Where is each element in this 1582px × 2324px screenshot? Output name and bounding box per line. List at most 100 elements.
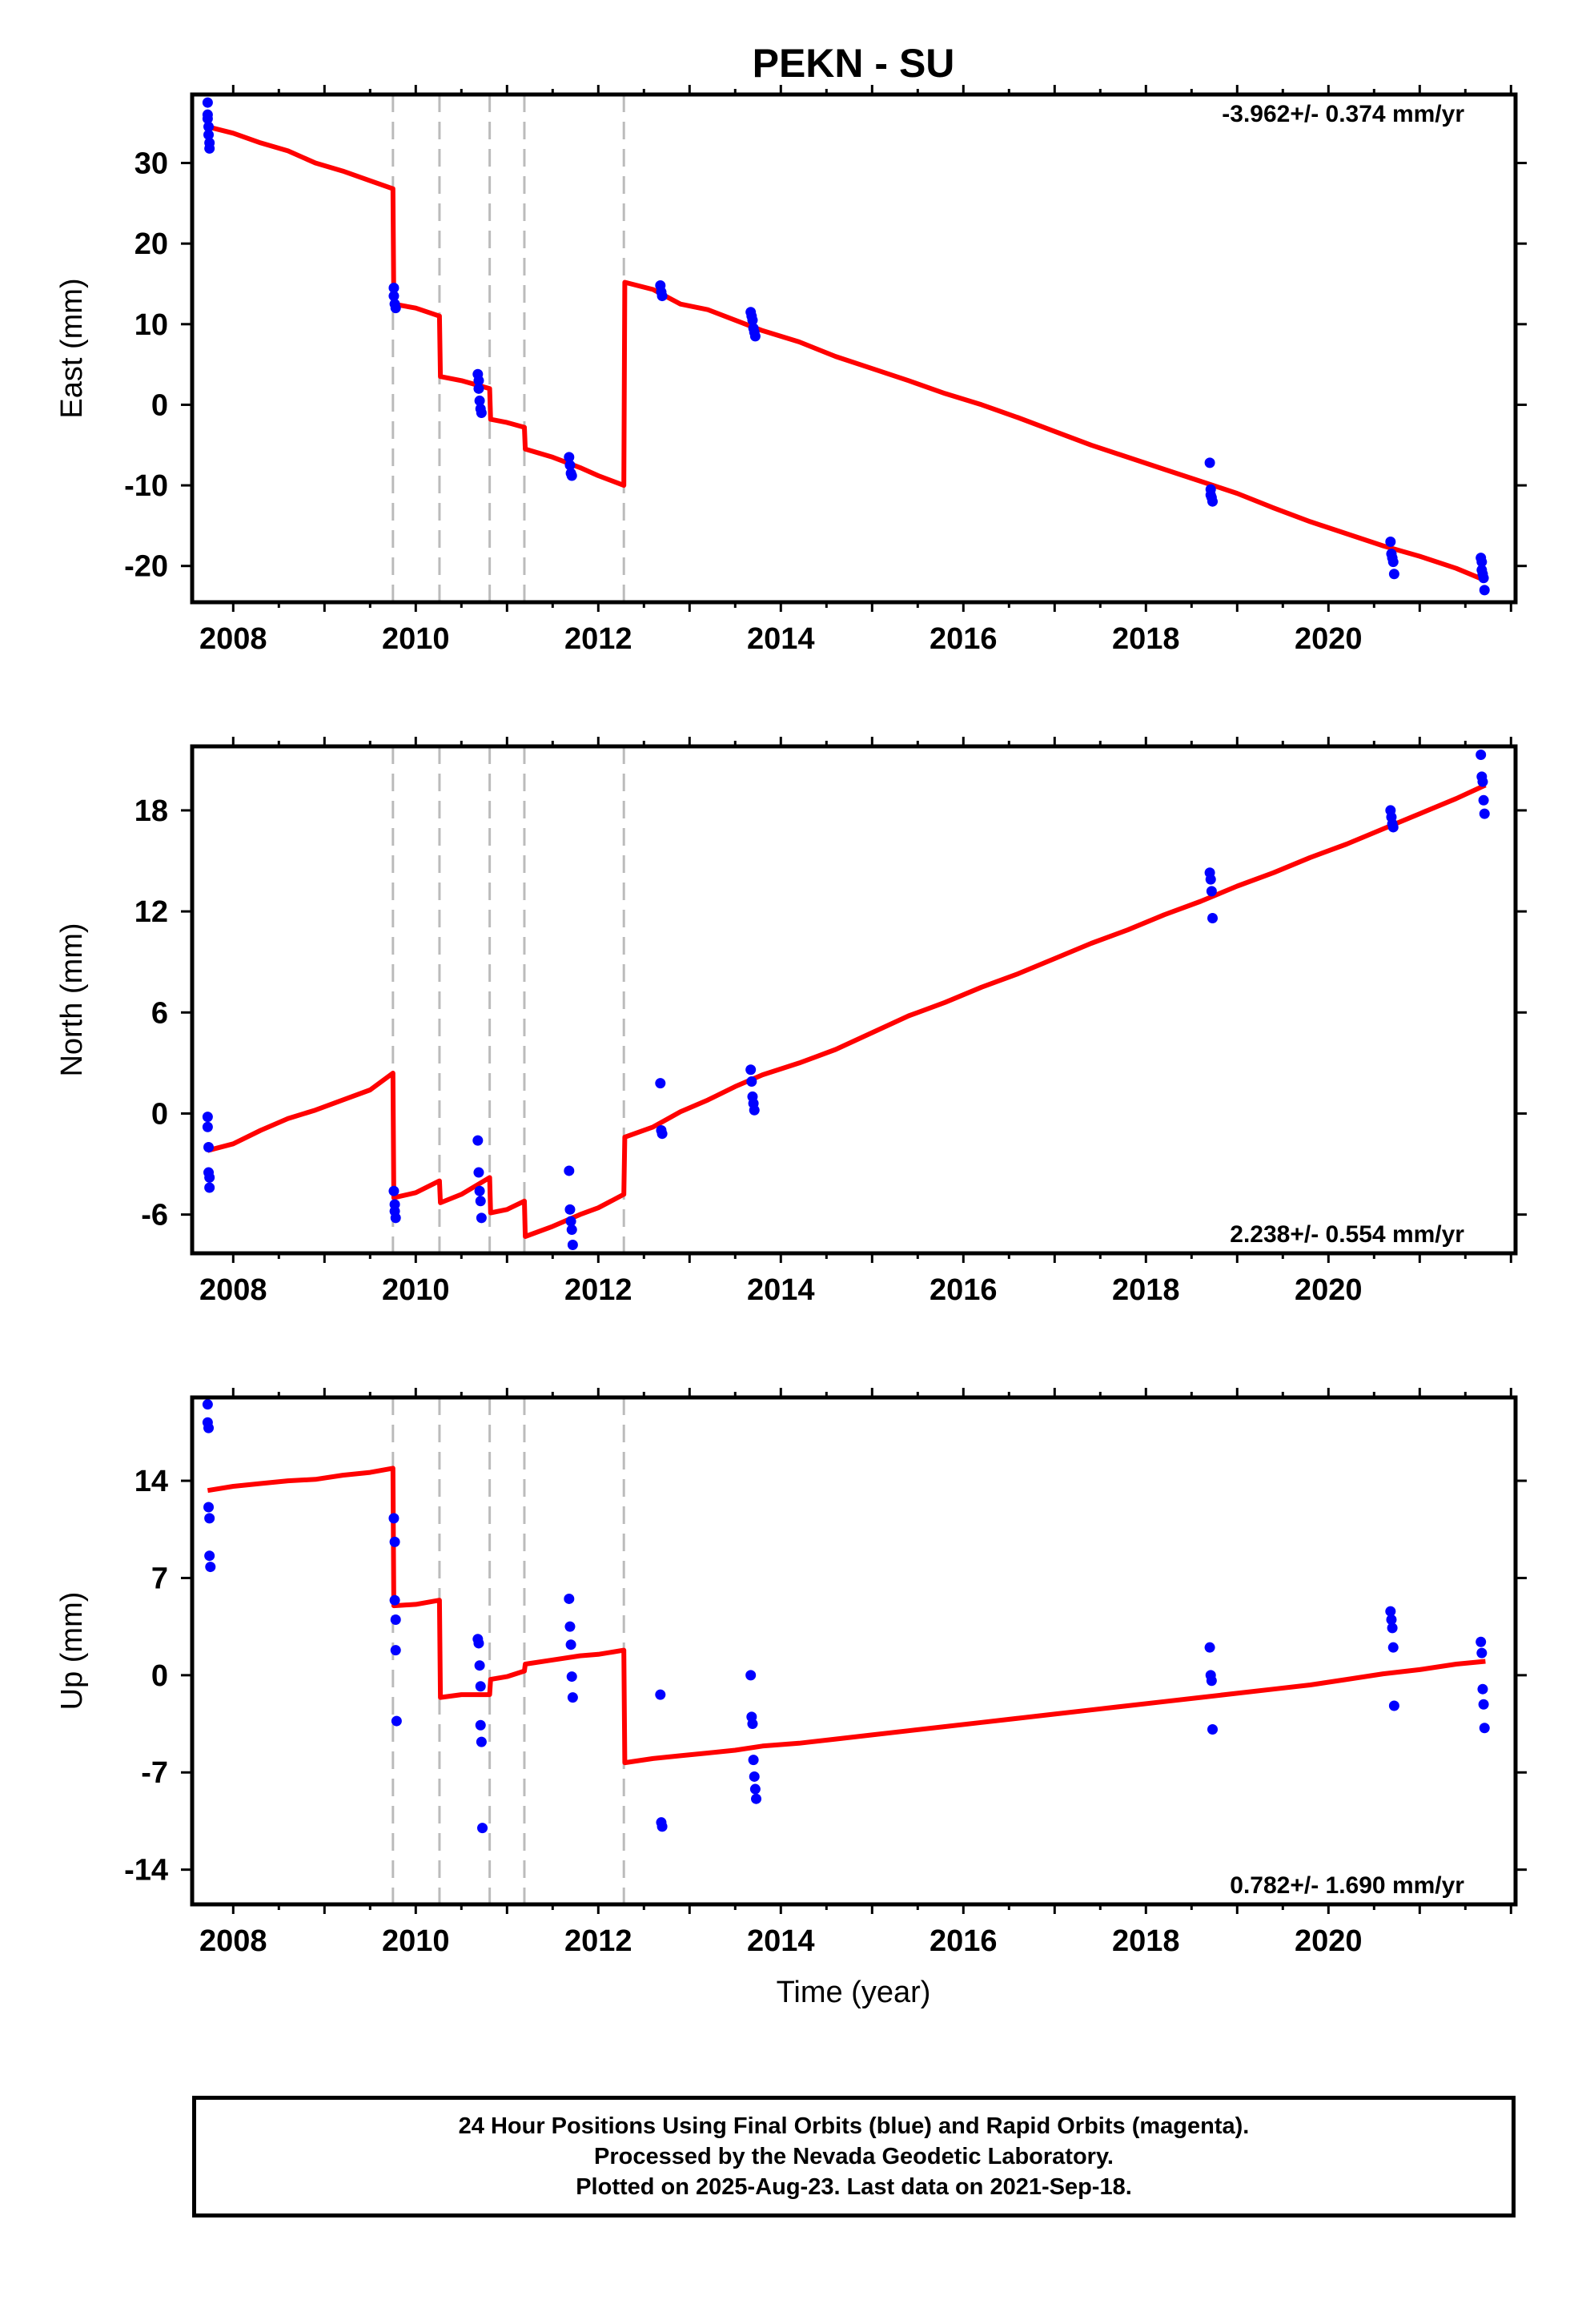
x-axis-label: Time (year) <box>777 1976 931 2009</box>
east-data-point <box>564 460 576 471</box>
up-data-point <box>388 1513 400 1524</box>
east-data-point <box>203 121 215 132</box>
up-y-tick-label: -7 <box>141 1756 168 1790</box>
north-x-tick-label: 2010 <box>382 1273 450 1307</box>
north-model-line <box>207 782 1487 1239</box>
up-x-tick-label: 2012 <box>564 1924 632 1958</box>
up-data-point <box>564 1621 576 1632</box>
up-data-point <box>202 1399 213 1410</box>
north-data-point <box>476 1212 487 1224</box>
east-y-tick-label: -20 <box>124 550 168 584</box>
up-data-point <box>748 1755 759 1766</box>
up-data-point <box>1204 1642 1215 1653</box>
up-rate-label: 0.782+/- 1.690 mm/yr <box>1230 1872 1464 1899</box>
up-y-tick-label: 14 <box>135 1465 168 1498</box>
up-data-point <box>567 1692 578 1703</box>
north-data-point <box>745 1064 757 1076</box>
up-data-point <box>656 1821 668 1832</box>
north-y-tick-label: 18 <box>135 794 168 828</box>
up-data-point <box>1387 1622 1398 1634</box>
north-data-point <box>388 1185 400 1196</box>
east-data-point <box>749 331 761 342</box>
up-data-point <box>1385 1606 1396 1617</box>
up-data-point <box>390 1614 401 1625</box>
up-data-point <box>203 1422 215 1433</box>
up-data-point <box>566 1671 577 1683</box>
north-data-point <box>473 1167 484 1178</box>
north-rate-label: 2.238+/- 0.554 mm/yr <box>1230 1221 1464 1248</box>
up-data-point <box>391 1715 402 1727</box>
up-x-tick-label: 2020 <box>1295 1924 1363 1958</box>
north-y-axis-label: North (mm) <box>55 923 89 1076</box>
east-data-point <box>388 291 400 302</box>
up-plot-frame <box>190 1395 1518 1907</box>
east-data-point <box>1385 537 1396 548</box>
north-panel: 2008 2010 2012 2014 2016 2018 2020 -6 0 6 12 18 Nort… <box>55 737 1527 1307</box>
north-x-tick-label: 2014 <box>747 1273 815 1307</box>
up-data-point <box>475 1681 486 1692</box>
up-data-point <box>1478 1699 1489 1710</box>
up-data-point <box>1476 1647 1488 1659</box>
up-data-point <box>475 1719 486 1731</box>
east-data-point <box>473 375 484 386</box>
east-y-axis-label: East (mm) <box>55 278 89 418</box>
east-model-line <box>207 124 1487 583</box>
up-x-tick-label: 2018 <box>1112 1924 1180 1958</box>
east-data-point <box>388 283 400 294</box>
up-data-point <box>389 1594 400 1606</box>
up-data-point <box>747 1719 758 1730</box>
up-data-point <box>205 1562 216 1573</box>
up-data-point <box>655 1689 666 1700</box>
east-x-tick-label: 2016 <box>930 622 998 656</box>
up-y-tick-label: 0 <box>151 1659 168 1693</box>
north-x-tick-label: 2012 <box>564 1273 632 1307</box>
east-data-point <box>1387 557 1399 568</box>
north-data-point <box>475 1196 486 1207</box>
north-data-point <box>1387 822 1399 833</box>
north-data-point <box>203 1142 215 1153</box>
east-data-point <box>1204 457 1215 468</box>
east-data-point <box>1478 573 1489 584</box>
north-data-point <box>564 1204 576 1215</box>
up-data-point <box>204 1513 215 1524</box>
north-data-point <box>656 1128 668 1140</box>
north-data-point <box>1479 808 1490 819</box>
up-x-tick-label: 2010 <box>382 1924 450 1958</box>
up-data-point <box>473 1638 484 1649</box>
footer-line-3: Plotted on 2025-Aug-23. Last data on 202… <box>576 2174 1132 2200</box>
east-data-point <box>1476 557 1488 568</box>
north-y-tick-label: 6 <box>151 996 168 1030</box>
east-data-point <box>1479 585 1490 596</box>
up-data-point <box>1206 1675 1217 1687</box>
north-data-point <box>390 1212 401 1224</box>
north-data-point <box>474 1185 485 1196</box>
up-data-point <box>203 1502 215 1513</box>
up-data-point <box>745 1670 757 1681</box>
footer-line-2: Processed by the Nevada Geodetic Laborat… <box>594 2144 1114 2169</box>
east-y-tick-label: 10 <box>135 308 168 342</box>
east-x-tick-label: 2008 <box>199 622 267 656</box>
east-data-point <box>564 452 575 463</box>
north-data-point <box>1205 874 1216 885</box>
north-data-point <box>202 1112 213 1123</box>
east-x-tick-label: 2014 <box>747 622 815 656</box>
east-x-tick-label: 2018 <box>1112 622 1180 656</box>
up-model-line <box>207 1466 1486 1766</box>
north-x-tick-label: 2020 <box>1295 1273 1363 1307</box>
up-data-point <box>476 1736 487 1747</box>
up-data-point <box>1207 1723 1219 1735</box>
north-data-point <box>1478 794 1489 806</box>
north-plot-frame <box>190 744 1518 1256</box>
north-data-point <box>202 1121 213 1132</box>
up-data-point <box>1479 1723 1490 1734</box>
east-data-point <box>473 383 484 394</box>
east-data-point <box>202 113 213 124</box>
east-data-point <box>566 470 577 481</box>
north-x-tick-label: 2008 <box>199 1273 267 1307</box>
north-data-point <box>565 1216 576 1227</box>
east-data-point <box>204 143 215 154</box>
up-x-tick-label: 2014 <box>747 1924 815 1958</box>
north-data-point <box>749 1104 760 1116</box>
east-data-point <box>390 303 401 314</box>
north-data-point <box>1207 913 1219 924</box>
